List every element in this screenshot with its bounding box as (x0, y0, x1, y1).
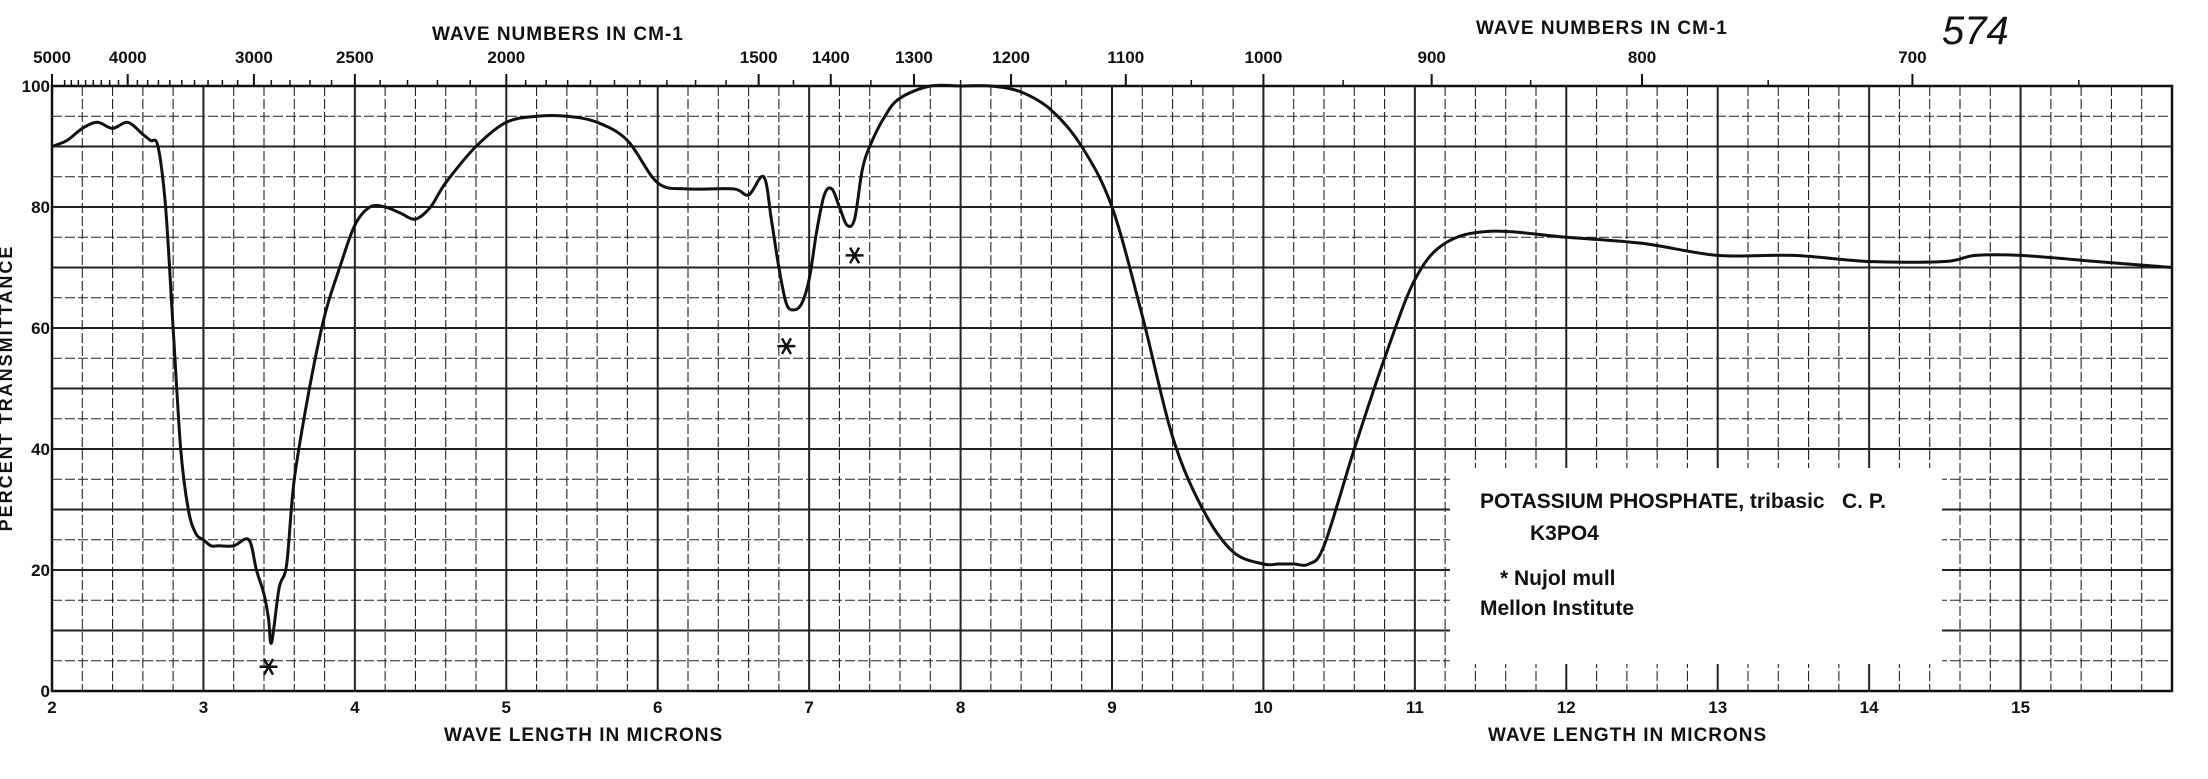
x-tick-label: 5 (502, 698, 511, 717)
wavenumber-tick-label: 1000 (1245, 48, 1283, 67)
catalog-number: 574 (1942, 9, 2009, 53)
top-axis-title-left: WAVE NUMBERS IN CM-1 (432, 24, 684, 45)
nujol-asterisk (845, 246, 864, 264)
wavenumber-tick-label: 1300 (895, 48, 933, 67)
purity-grade: C. P. (1842, 490, 1886, 513)
wavenumber-tick-label: 1400 (812, 48, 850, 67)
transmittance-axis: 0 20 40 60 80 100 (22, 77, 50, 701)
wavenumber-tick-label: 2000 (487, 48, 525, 67)
x-tick-label: 14 (1860, 698, 1879, 717)
plot-frame (50, 84, 2174, 693)
formula: K3PO4 (1530, 522, 1599, 545)
asterisk-stroke (848, 246, 861, 264)
x-tick-label: 4 (350, 698, 360, 717)
top-axis-title-right: WAVE NUMBERS IN CM-1 (1476, 18, 1728, 39)
legend-box: POTASSIUM PHOSPHATE, tribasic C. P. K3PO… (1450, 468, 1942, 664)
wavenumber-tick-label: 1200 (992, 48, 1030, 67)
wavenumber-tick-label: 4000 (109, 48, 147, 67)
x-tick-label: 6 (653, 698, 662, 717)
wavenumber-tick-label: 800 (1628, 48, 1656, 67)
x-tick-label: 8 (956, 698, 965, 717)
asterisk-stroke (780, 337, 793, 355)
source-institute: Mellon Institute (1480, 597, 1634, 620)
x-tick-label: 10 (1254, 698, 1273, 717)
y-tick-label: 40 (31, 440, 50, 459)
bottom-axis-title-left: WAVE LENGTH IN MICRONS (444, 725, 723, 746)
wavenumber-tick-label: 1100 (1107, 48, 1144, 67)
y-axis-title: PERCENT TRANSMITTANCE (0, 245, 16, 532)
bottom-axis-title-right: WAVE LENGTH IN MICRONS (1488, 725, 1767, 746)
x-tick-label: 15 (2011, 698, 2030, 717)
x-tick-label: 9 (1107, 698, 1116, 717)
x-tick-label: 7 (804, 698, 813, 717)
wavenumber-axis: 5000 4000 3000 2500 2000 1500 1400 1300 1200 1100… (33, 48, 2080, 86)
wavenumber-tick-label: 5000 (33, 48, 71, 67)
nujol-asterisk (777, 337, 796, 355)
nujol-markers (259, 246, 864, 676)
wavenumber-tick-label: 900 (1417, 48, 1445, 67)
chart-grid (51, 85, 2173, 692)
x-tick-label: 3 (199, 698, 208, 717)
asterisk-stroke (262, 658, 275, 676)
x-tick-label: 13 (1708, 698, 1727, 717)
y-tick-label: 80 (31, 198, 50, 217)
wavelength-axis: 2 3 4 5 6 7 8 9 10 11 12 13 14 15 (47, 698, 2030, 717)
wavenumber-tick-label: 1500 (740, 48, 778, 67)
nujol-note: * Nujol mull (1500, 567, 1616, 590)
y-tick-label: 60 (31, 319, 50, 338)
wavenumber-tick-label: 700 (1898, 48, 1926, 67)
spectrum-line (51, 83, 2173, 645)
nujol-asterisk (259, 658, 278, 676)
x-tick-label: 2 (47, 698, 56, 717)
wavenumber-tick-label: 2500 (336, 48, 374, 67)
y-tick-label: 20 (31, 561, 50, 580)
compound-name: POTASSIUM PHOSPHATE, tribasic (1480, 490, 1825, 513)
x-tick-label: 12 (1557, 698, 1576, 717)
wavenumber-tick-label: 3000 (235, 48, 273, 67)
x-tick-label: 11 (1406, 698, 1424, 717)
y-tick-label: 100 (22, 77, 50, 96)
legend-background (1450, 468, 1942, 664)
y-tick-label: 0 (41, 682, 50, 701)
